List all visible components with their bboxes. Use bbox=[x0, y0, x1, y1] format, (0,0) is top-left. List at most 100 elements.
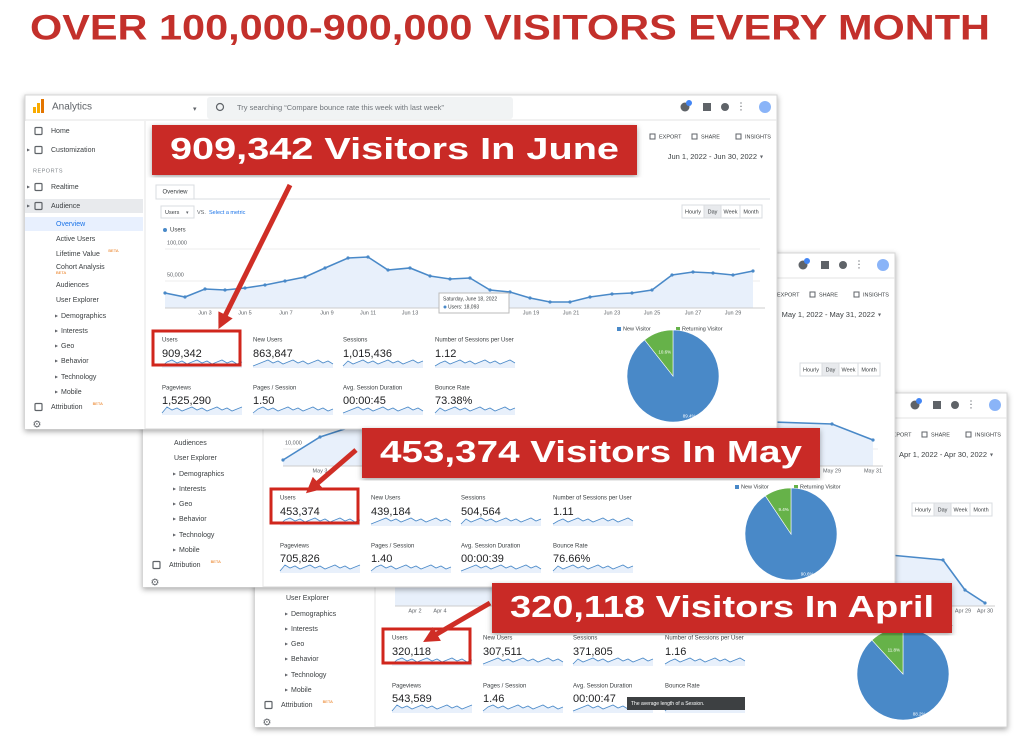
nav-item[interactable]: Technology bbox=[61, 374, 97, 381]
x-axis-label: Apr 30 bbox=[977, 608, 993, 614]
nav-item[interactable]: Home bbox=[51, 128, 70, 135]
nav-item[interactable]: Demographics bbox=[179, 471, 225, 478]
nav-item[interactable]: Interests bbox=[61, 328, 88, 335]
toolbar-button[interactable]: INSIGHTS bbox=[975, 432, 1001, 438]
granularity-button[interactable] bbox=[969, 502, 993, 517]
nav-item[interactable]: Audiences bbox=[174, 440, 207, 447]
nav-selected bbox=[25, 217, 143, 231]
nav-item[interactable]: Mobile bbox=[61, 389, 82, 396]
nav-item[interactable]: User Explorer bbox=[174, 455, 217, 462]
granularity-label: Hourly bbox=[915, 507, 931, 513]
nav-item[interactable]: Mobile bbox=[291, 687, 312, 694]
chart-point bbox=[630, 291, 634, 295]
nav-caret: ▸ bbox=[285, 673, 288, 679]
tooltip-dot bbox=[443, 305, 447, 309]
nav-caret: ▸ bbox=[285, 642, 288, 648]
nav-item[interactable]: Geo bbox=[291, 641, 304, 648]
nav-item[interactable]: Mobile bbox=[179, 547, 200, 554]
menu-icon: ⋮ bbox=[736, 102, 746, 113]
metric-label: Bounce Rate bbox=[665, 684, 700, 690]
menu-icon: ⋮ bbox=[966, 400, 976, 411]
metric-dropdown[interactable] bbox=[160, 205, 195, 219]
nav-item[interactable]: Realtime bbox=[51, 184, 79, 191]
chart-point bbox=[283, 279, 287, 283]
nav-caret: ▸ bbox=[173, 487, 176, 493]
app-name: Analytics bbox=[52, 102, 92, 113]
nav-item[interactable]: Interests bbox=[179, 486, 206, 493]
nav-item[interactable]: Behavior bbox=[291, 656, 319, 663]
toolbar-button[interactable]: SHARE bbox=[819, 292, 838, 298]
x-axis-label: May 29 bbox=[823, 468, 841, 474]
search-box[interactable] bbox=[207, 97, 513, 119]
nav-item[interactable]: Technology bbox=[291, 672, 327, 679]
nav-icon bbox=[34, 182, 43, 192]
nav-item[interactable]: Lifetime Value bbox=[56, 251, 100, 258]
nav-item[interactable]: Cohort Analysis bbox=[56, 264, 105, 271]
nav-item[interactable]: Geo bbox=[179, 501, 192, 508]
nav-item[interactable]: Customization bbox=[51, 147, 95, 154]
tab-label[interactable]: Overview bbox=[162, 190, 188, 196]
sparkline bbox=[342, 359, 424, 367]
toolbar-button[interactable]: INSIGHTS bbox=[863, 292, 889, 298]
nav-item[interactable]: Overview bbox=[56, 221, 86, 228]
date-range[interactable]: Jun 1, 2022 - Jun 30, 2022 bbox=[668, 152, 757, 161]
granularity-button[interactable] bbox=[739, 204, 763, 219]
sparkline bbox=[482, 704, 564, 712]
sparkline bbox=[161, 406, 243, 414]
toolbar-button[interactable]: EXPORT bbox=[777, 292, 800, 298]
sparkline bbox=[370, 564, 452, 572]
granularity-button[interactable] bbox=[857, 362, 881, 377]
nav-item[interactable]: Active Users bbox=[56, 236, 96, 243]
callout-box bbox=[152, 125, 637, 175]
nav-item[interactable]: Technology bbox=[179, 532, 215, 539]
sparkline-area bbox=[461, 518, 541, 526]
toolbar-button[interactable]: EXPORT bbox=[659, 134, 682, 140]
nav-caret: ▸ bbox=[55, 329, 58, 335]
date-range[interactable]: May 1, 2022 - May 31, 2022 bbox=[782, 310, 875, 319]
nav-item[interactable]: User Explorer bbox=[56, 297, 99, 304]
granularity-label: Month bbox=[861, 367, 876, 373]
nav-icon bbox=[34, 201, 43, 211]
sparkline bbox=[434, 406, 516, 414]
granularity-label: Hourly bbox=[803, 367, 819, 373]
pie-legend-label: New Visitor bbox=[741, 484, 769, 490]
metric-label: Sessions bbox=[461, 496, 485, 502]
nav-item[interactable]: Audience bbox=[51, 203, 80, 210]
granularity-label: Hourly bbox=[685, 209, 701, 215]
nav-item[interactable]: Attribution bbox=[169, 562, 201, 569]
toolbar-button[interactable]: SHARE bbox=[931, 432, 950, 438]
nav-item[interactable]: Behavior bbox=[179, 516, 207, 523]
nav-item[interactable]: User Explorer bbox=[286, 595, 329, 602]
metric-label: Pages / Session bbox=[253, 386, 296, 392]
nav-item[interactable]: Behavior bbox=[61, 358, 89, 365]
pie-legend-swatch bbox=[617, 327, 621, 331]
toolbar-button[interactable]: SHARE bbox=[701, 134, 720, 140]
sparkline bbox=[161, 359, 243, 367]
callout-text: 453,374 Visitors In May bbox=[380, 434, 803, 469]
metric-label: Avg. Session Duration bbox=[461, 544, 520, 550]
nav-item[interactable]: Demographics bbox=[61, 313, 107, 320]
sparkline bbox=[370, 517, 452, 525]
nav-item[interactable]: Attribution bbox=[281, 702, 313, 709]
metric-label: Bounce Rate bbox=[435, 386, 470, 392]
callout-box bbox=[362, 428, 820, 478]
metric-label: New Users bbox=[371, 496, 400, 502]
toolbar-button[interactable]: EXPORT bbox=[889, 432, 912, 438]
nav-item[interactable]: Attribution bbox=[51, 404, 83, 411]
metric-value: 00:00:45 bbox=[343, 395, 386, 407]
toolbar-button[interactable]: INSIGHTS bbox=[745, 134, 771, 140]
pie-slice bbox=[644, 329, 674, 377]
chart-point bbox=[963, 588, 967, 592]
chart-point bbox=[303, 275, 307, 279]
settings-icon: ⚙ bbox=[151, 578, 160, 589]
metric-value: 863,847 bbox=[253, 348, 293, 360]
sparkline bbox=[552, 564, 634, 572]
dropdown-caret: ▾ bbox=[186, 210, 189, 216]
pie-legend-label: Returning Visitor bbox=[682, 326, 723, 332]
date-range[interactable]: Apr 1, 2022 - Apr 30, 2022 bbox=[899, 450, 987, 459]
nav-item[interactable]: Geo bbox=[61, 343, 74, 350]
nav-item[interactable]: Demographics bbox=[291, 611, 337, 618]
nav-item[interactable]: Audiences bbox=[56, 282, 89, 289]
select-metric[interactable]: Select a metric bbox=[209, 210, 246, 216]
nav-item[interactable]: Interests bbox=[291, 626, 318, 633]
